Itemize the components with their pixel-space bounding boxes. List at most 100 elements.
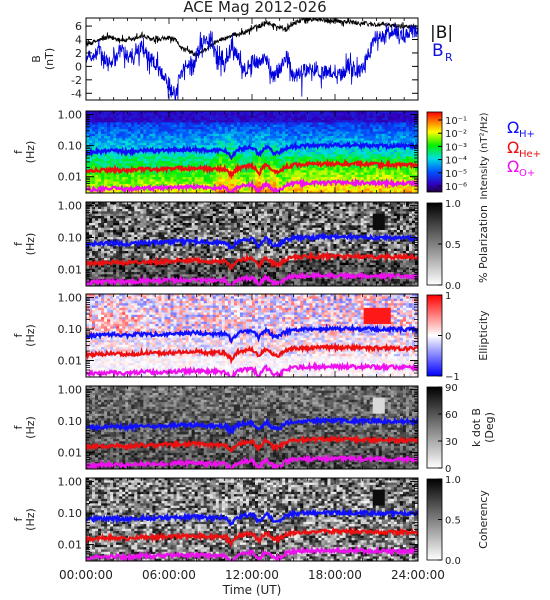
heatmap-cell [408, 186, 413, 189]
heatmap-cell [209, 156, 214, 160]
heatmap-cell [146, 174, 150, 178]
heatmap-cell [212, 172, 217, 176]
heatmap-cell [336, 147, 340, 151]
heatmap-cell [312, 172, 316, 176]
heatmap-cell [152, 179, 156, 183]
heatmap-cell [92, 248, 96, 252]
heatmap-cell [179, 163, 183, 167]
heatmap-cell [200, 161, 205, 164]
heatmap-cell [381, 174, 386, 178]
heatmap-cell [252, 113, 256, 116]
heatmap-cell [143, 152, 147, 155]
heatmap-cell [402, 165, 407, 169]
heatmap-cell [375, 115, 380, 119]
heatmap-cell [294, 170, 298, 173]
heatmap-cell [146, 181, 150, 185]
heatmap-cell [390, 174, 395, 178]
heatmap-cell [294, 122, 298, 126]
heatmap-cell [312, 140, 316, 144]
heatmap-cell [143, 206, 147, 210]
heatmap-cell [107, 204, 111, 208]
heatmap-cell [125, 223, 129, 226]
heatmap-cell [152, 276, 156, 280]
heatmap-cell [137, 258, 141, 261]
heatmap-cell [200, 117, 205, 121]
heatmap-cell [116, 154, 120, 157]
heatmap-cell [294, 152, 298, 155]
heatmap-cell [134, 234, 138, 238]
heatmap-cell [149, 239, 153, 243]
heatmap-cell [92, 239, 96, 243]
heatmap-cell [122, 211, 126, 215]
heatmap-cell [221, 147, 226, 151]
heatmap-cell [197, 174, 202, 178]
heatmap-cell [366, 183, 371, 187]
heatmap-cell [134, 124, 138, 128]
heatmap-cell [122, 174, 126, 178]
heatmap-cell [92, 267, 96, 271]
heatmap-cell [86, 186, 90, 189]
heatmap-cell [92, 251, 96, 254]
heatmap-cell [152, 161, 156, 164]
heatmap-cell [297, 186, 301, 189]
heatmap-cell [248, 186, 253, 189]
heatmap-cell [294, 165, 298, 169]
heatmap-cell [381, 158, 386, 162]
heatmap-cell [321, 115, 325, 119]
heatmap-cell [137, 244, 141, 247]
heatmap-cell [164, 156, 168, 160]
heatmap-cell [224, 154, 229, 157]
heatmap-cell [137, 145, 141, 148]
heatmap-cell [152, 158, 156, 162]
heatmap-cell [161, 126, 165, 130]
heatmap-cell [194, 129, 199, 132]
heatmap-cell [209, 111, 214, 114]
heatmap-cell [89, 202, 93, 205]
heatmap-cell [119, 111, 123, 114]
heatmap-cell [194, 124, 199, 128]
heatmap-cell [137, 154, 141, 157]
heatmap-cell [146, 276, 150, 280]
heatmap-cell [95, 218, 99, 222]
heatmap-cell [95, 136, 99, 139]
heatmap-cell [300, 152, 304, 155]
heatmap-cell [212, 152, 217, 155]
heatmap-cell [128, 218, 132, 222]
heatmap-cell [149, 120, 153, 123]
heatmap-cell [372, 158, 377, 162]
heatmap-cell [242, 120, 247, 123]
heatmap-cell [158, 129, 162, 132]
heatmap-cell [116, 281, 120, 285]
heatmap-cell [158, 138, 162, 142]
heatmap-cell [261, 190, 265, 193]
heatmap-cell [312, 122, 316, 126]
heatmap-cell [161, 138, 165, 142]
heatmap-cell [393, 190, 398, 193]
heatmap-cell [125, 120, 129, 123]
heatmap-cell [176, 113, 180, 116]
heatmap-cell [408, 158, 413, 162]
heatmap-cell [131, 142, 135, 146]
heatmap-cell [399, 129, 404, 132]
heatmap-cell [267, 149, 271, 153]
heatmap-cell [297, 167, 301, 171]
heatmap-cell [333, 161, 337, 164]
heatmap-cell [194, 177, 199, 180]
heatmap-cell [330, 117, 334, 121]
heatmap-cell [212, 190, 217, 193]
heatmap-cell [300, 161, 304, 164]
heatmap-cell [264, 165, 268, 169]
heatmap-cell [255, 133, 259, 137]
heatmap-cell [104, 154, 108, 157]
heatmap-cell [381, 138, 386, 142]
heatmap-cell [245, 188, 250, 192]
heatmap-cell [279, 126, 283, 130]
heatmap-cell [146, 227, 150, 231]
heatmap-cell [327, 190, 331, 193]
heatmap-cell [221, 170, 226, 173]
heatmap-cell [155, 283, 159, 286]
heatmap-cell [369, 138, 374, 142]
heatmap-cell [161, 111, 165, 114]
heatmap-cell [345, 136, 349, 139]
heatmap-cell [134, 190, 138, 193]
